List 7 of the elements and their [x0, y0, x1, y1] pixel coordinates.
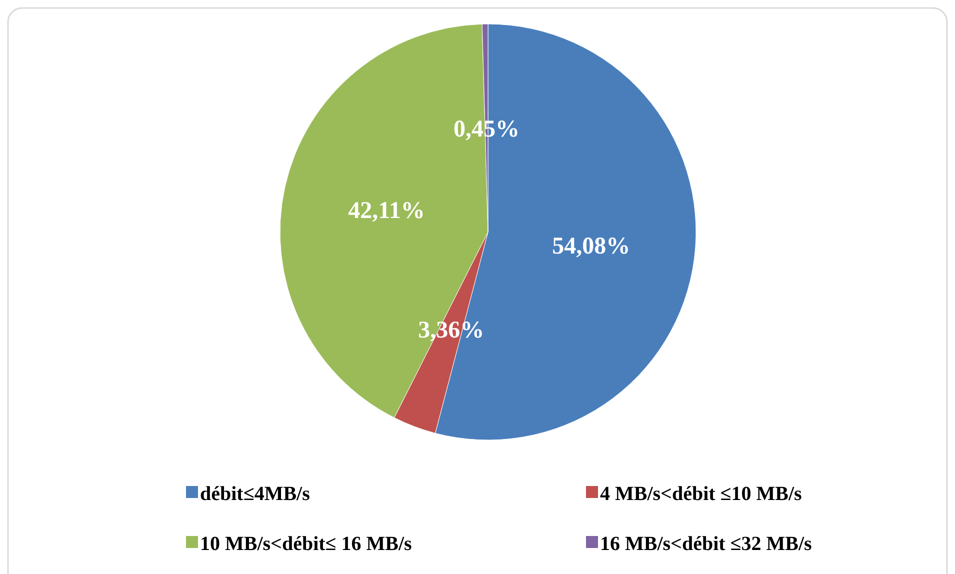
data-label: 54,08%: [552, 234, 630, 260]
data-label: 42,11%: [348, 198, 425, 224]
legend-label: 4 MB/s<débit ≤10 MB/s: [600, 483, 802, 505]
data-label: 0,45%: [454, 116, 520, 142]
legend-label: 10 MB/s<débit≤ 16 MB/s: [200, 533, 412, 555]
legend-label: 16 MB/s<débit ≤32 MB/s: [600, 533, 812, 555]
legend-label: débit≤4MB/s: [200, 483, 310, 505]
